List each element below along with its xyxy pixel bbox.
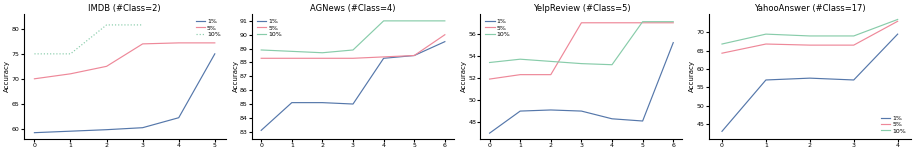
- 10%: [29, 53, 40, 55]
- 1%: [255, 130, 266, 131]
- 5%: [255, 57, 266, 59]
- Title: YelpReview (#Class=5): YelpReview (#Class=5): [533, 4, 630, 13]
- 10%: [545, 60, 556, 62]
- Line: 1%: 1%: [261, 42, 445, 130]
- Legend: 1%, 5%, 10%: 1%, 5%, 10%: [194, 17, 222, 39]
- 10%: [409, 20, 420, 22]
- 10%: [848, 35, 859, 37]
- 1%: [378, 57, 389, 59]
- 10%: [515, 58, 526, 60]
- 5%: [545, 74, 556, 76]
- 1%: [668, 42, 679, 44]
- 1%: [760, 79, 771, 81]
- 1%: [65, 130, 76, 132]
- 5%: [637, 22, 648, 24]
- Y-axis label: Accuracy: Accuracy: [5, 60, 10, 92]
- 1%: [576, 110, 587, 112]
- 5%: [286, 57, 297, 59]
- 5%: [210, 42, 221, 44]
- 1%: [804, 77, 815, 79]
- 10%: [378, 20, 389, 22]
- 5%: [515, 74, 526, 76]
- 10%: [804, 35, 815, 37]
- 1%: [637, 120, 648, 122]
- Title: AGNews (#Class=4): AGNews (#Class=4): [310, 4, 396, 13]
- 10%: [760, 33, 771, 35]
- 5%: [101, 65, 112, 67]
- Title: IMDB (#Class=2): IMDB (#Class=2): [89, 4, 161, 13]
- 10%: [286, 50, 297, 52]
- Line: 5%: 5%: [35, 43, 215, 79]
- 5%: [848, 44, 859, 46]
- 5%: [607, 22, 618, 24]
- Line: 1%: 1%: [35, 54, 215, 133]
- Line: 5%: 5%: [490, 23, 673, 79]
- 10%: [637, 21, 648, 23]
- 5%: [137, 43, 148, 45]
- 10%: [101, 24, 112, 26]
- 1%: [286, 102, 297, 104]
- 10%: [576, 63, 587, 65]
- 10%: [668, 21, 679, 23]
- Line: 10%: 10%: [261, 21, 445, 53]
- 1%: [348, 103, 359, 105]
- 1%: [607, 118, 618, 120]
- 1%: [515, 110, 526, 112]
- 1%: [317, 102, 328, 104]
- 1%: [848, 79, 859, 81]
- 5%: [409, 55, 420, 56]
- Line: 1%: 1%: [490, 43, 673, 133]
- 10%: [348, 49, 359, 51]
- Line: 10%: 10%: [490, 22, 673, 65]
- Y-axis label: Accuracy: Accuracy: [461, 60, 467, 92]
- 10%: [607, 64, 618, 66]
- 5%: [576, 22, 587, 24]
- 5%: [29, 78, 40, 80]
- Line: 5%: 5%: [722, 21, 898, 53]
- 5%: [668, 22, 679, 24]
- 5%: [484, 78, 495, 80]
- 5%: [378, 56, 389, 58]
- 1%: [439, 41, 450, 43]
- 1%: [29, 132, 40, 134]
- 10%: [317, 52, 328, 54]
- Line: 10%: 10%: [722, 19, 898, 44]
- 10%: [137, 24, 148, 26]
- Legend: 1%, 5%, 10%: 1%, 5%, 10%: [483, 17, 512, 39]
- 10%: [65, 53, 76, 55]
- 5%: [804, 44, 815, 46]
- 1%: [484, 132, 495, 134]
- 10%: [484, 62, 495, 63]
- 5%: [65, 73, 76, 75]
- Line: 5%: 5%: [261, 35, 445, 58]
- 5%: [173, 42, 184, 44]
- 1%: [545, 109, 556, 111]
- Line: 1%: 1%: [722, 34, 898, 131]
- 5%: [348, 57, 359, 59]
- 5%: [760, 43, 771, 45]
- 1%: [173, 117, 184, 119]
- 5%: [716, 52, 727, 54]
- 1%: [101, 129, 112, 131]
- Y-axis label: Accuracy: Accuracy: [232, 60, 239, 92]
- 1%: [210, 53, 221, 55]
- Y-axis label: Accuracy: Accuracy: [689, 60, 695, 92]
- 5%: [317, 57, 328, 59]
- 1%: [716, 130, 727, 132]
- 5%: [439, 34, 450, 36]
- Legend: 1%, 5%, 10%: 1%, 5%, 10%: [255, 17, 284, 39]
- 1%: [892, 33, 903, 35]
- 10%: [439, 20, 450, 22]
- Title: YahooAnswer (#Class=17): YahooAnswer (#Class=17): [754, 4, 866, 13]
- Legend: 1%, 5%, 10%: 1%, 5%, 10%: [879, 114, 908, 136]
- 10%: [892, 19, 903, 20]
- 10%: [255, 49, 266, 51]
- Line: 10%: 10%: [35, 25, 143, 54]
- 5%: [892, 20, 903, 22]
- 1%: [409, 55, 420, 56]
- 1%: [137, 127, 148, 129]
- 10%: [716, 43, 727, 45]
